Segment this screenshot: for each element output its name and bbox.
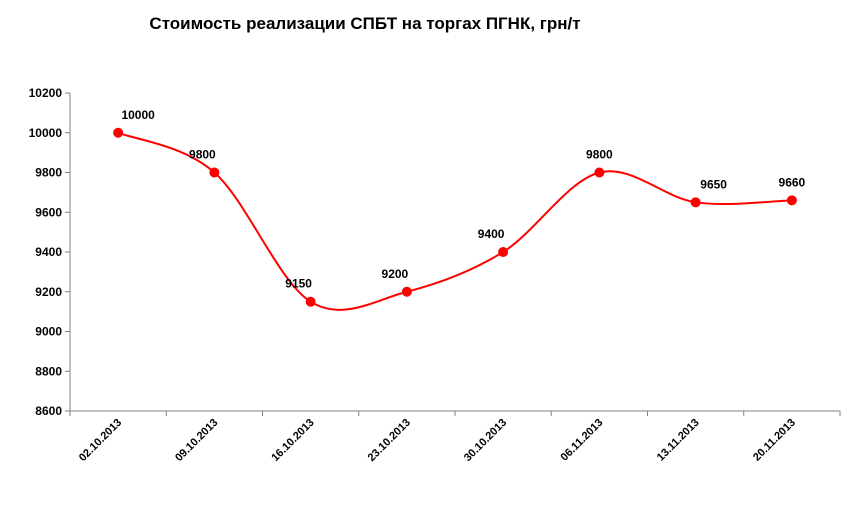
y-tick-label: 8600 — [35, 404, 62, 418]
x-axis-ticks: 02.10.2013 09.10.2013 16.10.2013 23.10.2013… — [69, 411, 841, 464]
data-label: 10000 — [121, 108, 155, 122]
data-point-30.10.2013 — [498, 247, 509, 257]
y-tick-label: 9400 — [35, 245, 62, 259]
data-labels: 10000 9800 9150 9200 9400 9800 9650 9660 — [121, 108, 805, 291]
y-tick-label: 9000 — [35, 325, 62, 339]
series-markers — [113, 127, 797, 307]
y-tick-label: 10200 — [29, 86, 63, 100]
y-tick-label: 9800 — [35, 166, 62, 180]
x-tick-label: 09.10.2013 — [173, 417, 220, 464]
series-line-group — [117, 131, 792, 311]
data-point-02.10.2013 — [113, 127, 124, 138]
x-tick-label: 30.10.2013 — [462, 417, 509, 464]
x-tick-label: 23.10.2013 — [366, 417, 413, 464]
series-line — [117, 131, 792, 311]
x-tick-label: 20.11.2013 — [751, 417, 798, 464]
y-tick-label: 8800 — [35, 364, 62, 378]
data-label: 9660 — [779, 175, 806, 189]
y-tick-label: 9600 — [35, 205, 62, 219]
y-tick-label: 9200 — [35, 285, 62, 299]
data-point-23.10.2013 — [401, 286, 412, 297]
data-point-13.11.2013 — [690, 197, 701, 208]
data-point-09.10.2013 — [209, 167, 220, 178]
x-tick-label: 13.11.2013 — [655, 417, 702, 464]
data-point-06.11.2013 — [594, 167, 605, 178]
x-tick-label: 16.10.2013 — [269, 417, 316, 464]
y-tick-label: 10000 — [29, 126, 63, 140]
data-point-16.10.2013 — [305, 296, 316, 307]
data-label: 9400 — [478, 227, 505, 241]
data-label: 9800 — [189, 148, 216, 162]
data-label: 9150 — [285, 277, 312, 291]
y-axis-ticks: 8600 8800 9000 9200 9400 9600 9800 10000 10200 — [29, 86, 70, 418]
chart-axes — [69, 93, 840, 412]
x-tick-label: 02.10.2013 — [77, 417, 124, 464]
x-tick-label: 06.11.2013 — [559, 417, 606, 464]
data-point-20.11.2013 — [786, 195, 797, 206]
data-label: 9650 — [700, 177, 727, 191]
data-label: 9200 — [382, 267, 409, 281]
data-label: 9800 — [586, 148, 613, 162]
chart-title: Стоимость реализации СПБТ на торгах ПГНК… — [149, 14, 581, 33]
